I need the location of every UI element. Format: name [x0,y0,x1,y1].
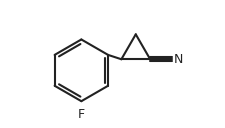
Text: N: N [173,53,182,66]
Text: F: F [77,108,85,121]
